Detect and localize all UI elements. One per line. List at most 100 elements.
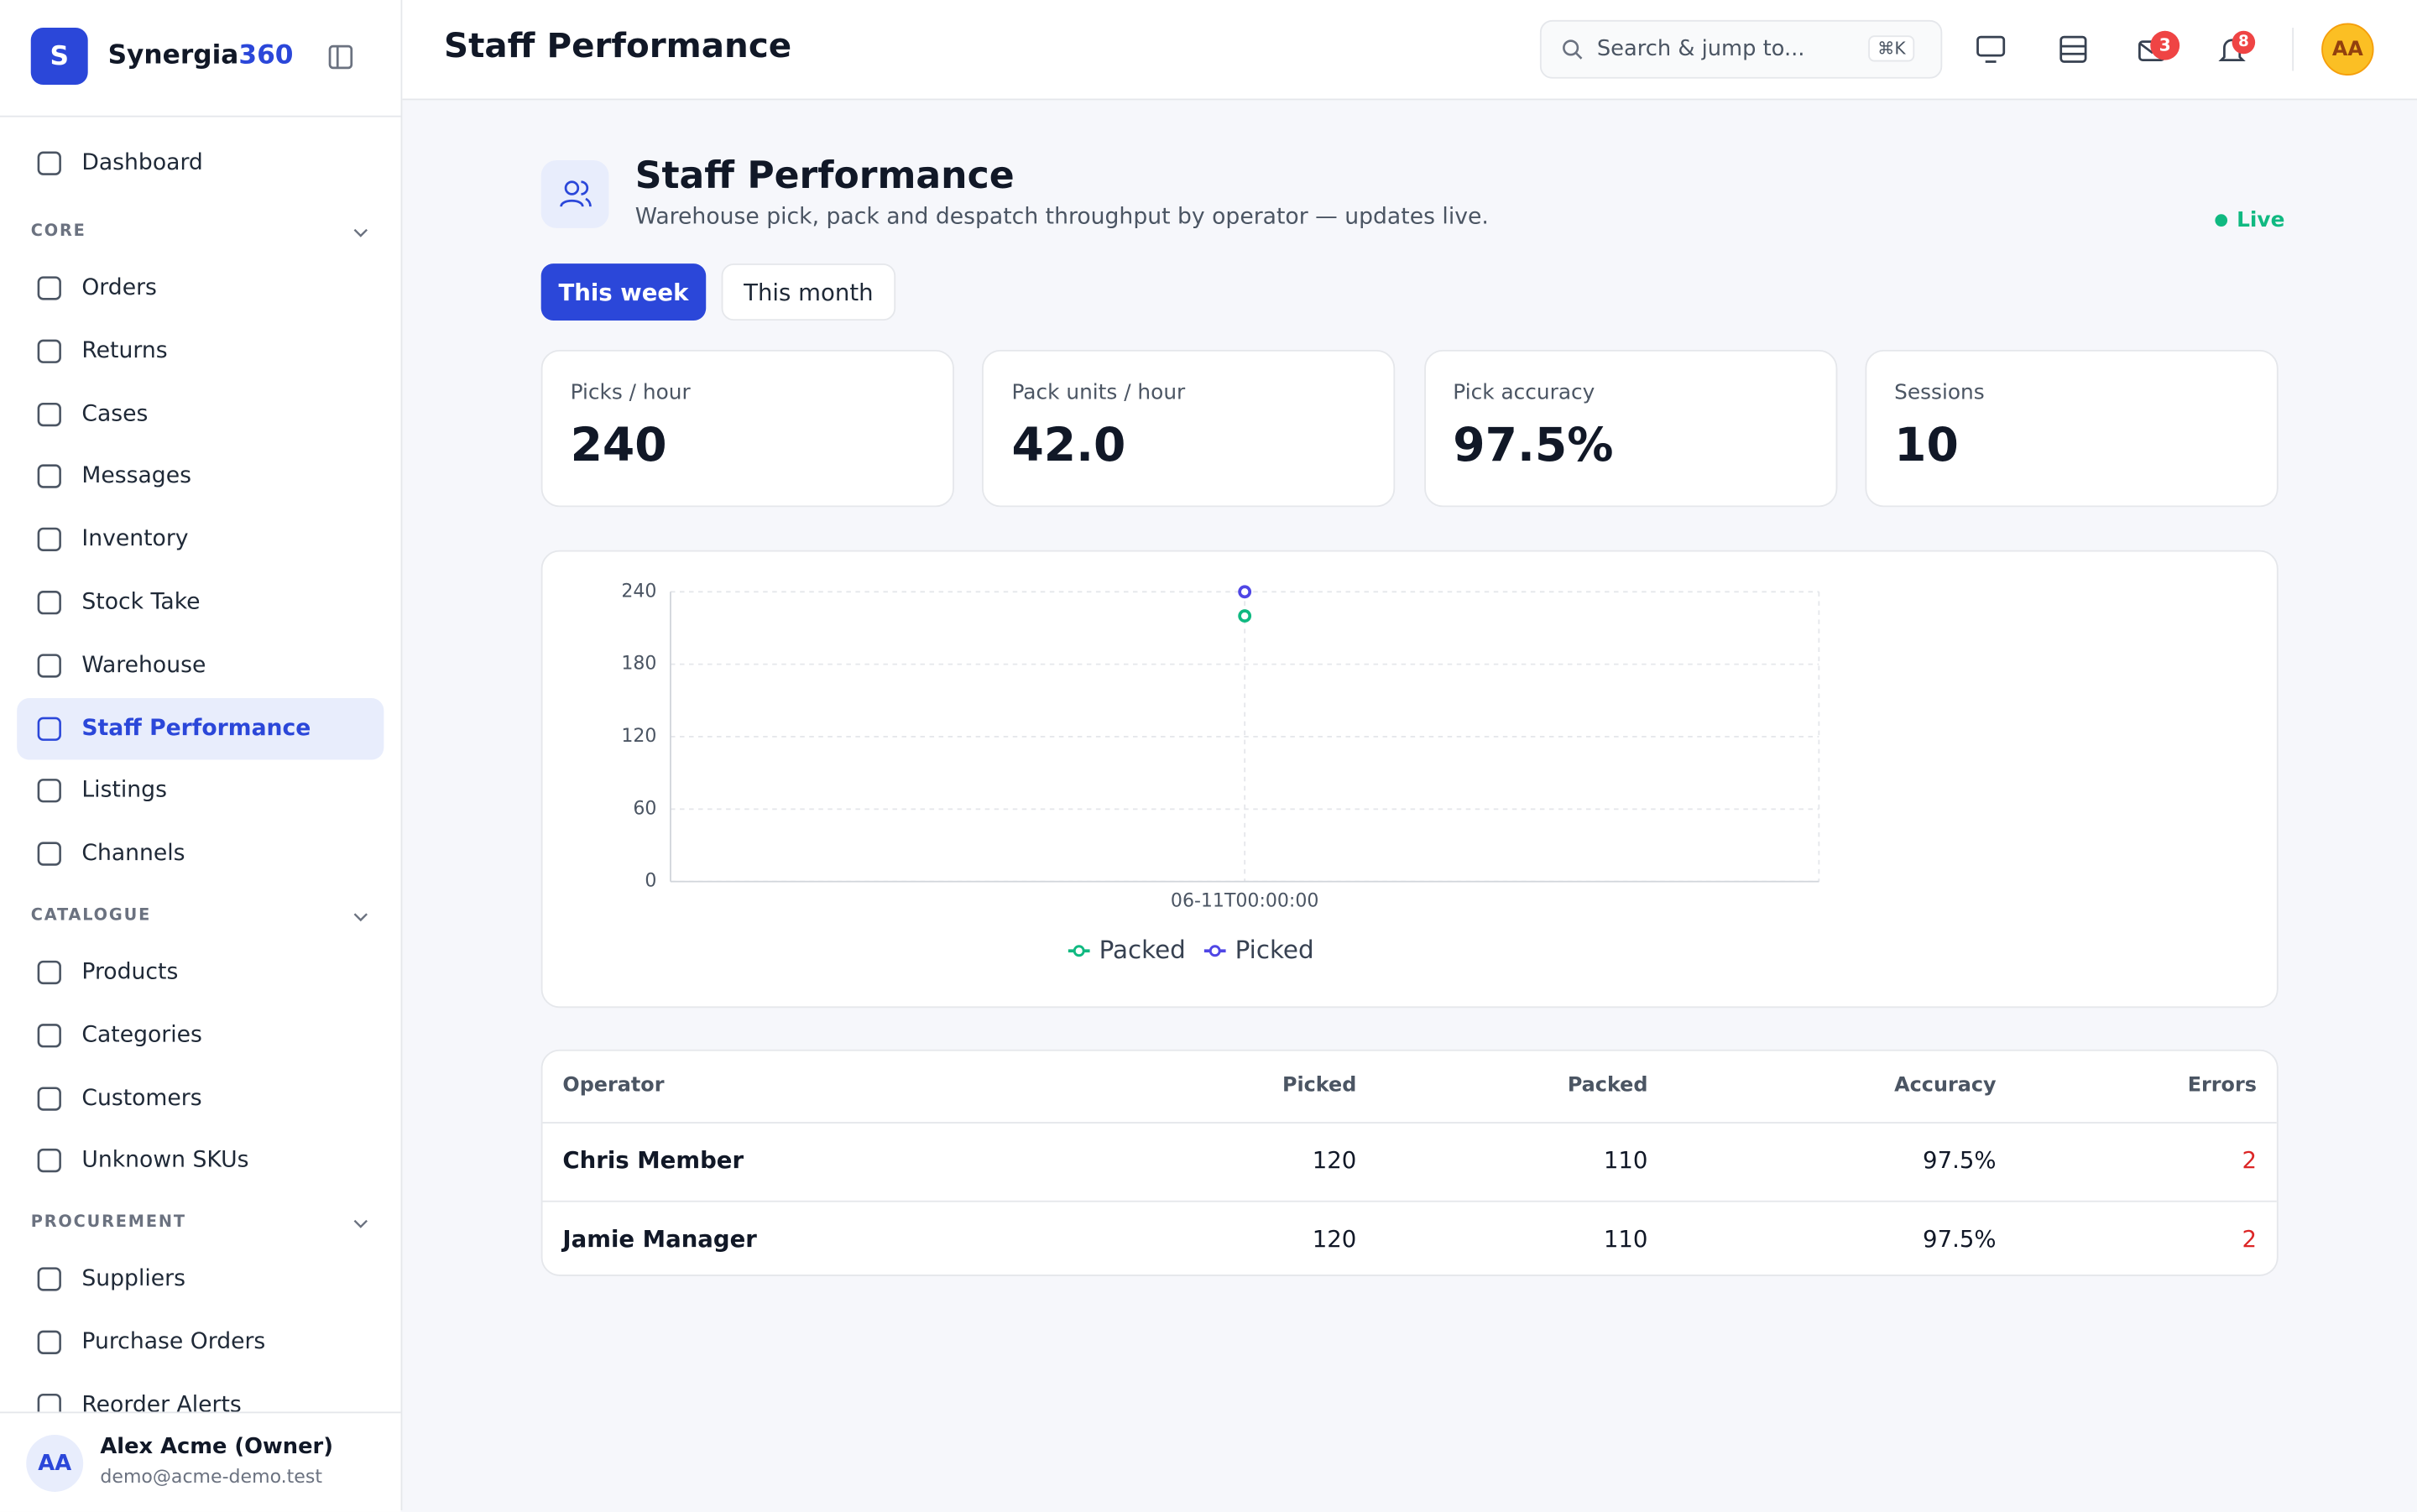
nav-icon	[37, 402, 61, 426]
collapse-button[interactable]	[326, 43, 354, 70]
nav-label: Reorder Alerts	[81, 1393, 242, 1414]
column-header: Errors	[2187, 1074, 2257, 1098]
nav-icon	[37, 1330, 61, 1354]
nav-icon	[37, 528, 61, 552]
icon-shape	[37, 1393, 61, 1414]
nav-item[interactable]: Reorder Alerts	[17, 1374, 384, 1414]
nav-item[interactable]: Cases	[17, 383, 384, 445]
nav-item[interactable]: Stock Take	[17, 571, 384, 633]
nav-label: Purchase Orders	[81, 1330, 266, 1355]
nav-item[interactable]: Warehouse	[17, 634, 384, 696]
legend: Packed Picked	[1068, 936, 1314, 964]
stat-value: 240	[570, 419, 667, 473]
nav: Dashboard CORE Orders Returns Cases Messages I…	[0, 115, 401, 1414]
stat-label: Picks / hour	[570, 380, 691, 406]
notifications-badge: 8	[2232, 30, 2256, 55]
nav-item[interactable]: Products	[17, 941, 384, 1003]
nav-icon	[37, 591, 61, 615]
chart-card: 0 60 120 180 240 06-11T00:00:00 Packed Picked	[540, 550, 2279, 1009]
nav-label: Warehouse	[81, 653, 206, 678]
table-row: Chris Member 120 110 97.5% 2	[543, 1124, 2277, 1201]
nav-item[interactable]: Dashboard	[17, 133, 384, 194]
live-dot	[2215, 214, 2228, 227]
table-cell: 2	[2242, 1225, 2257, 1254]
display-button[interactable]	[1975, 34, 2008, 65]
brand-name: Synergia360	[108, 40, 294, 71]
chevron	[353, 1220, 368, 1229]
nav-item[interactable]: Categories	[17, 1004, 384, 1066]
stat-card: Pick accuracy 97.5%	[1423, 349, 1837, 508]
nav-icon	[37, 1023, 61, 1048]
stat-card: Sessions 10	[1865, 349, 2279, 508]
nav-item[interactable]: Listings	[17, 760, 384, 821]
nav-label: Messages	[81, 464, 191, 489]
chart: 0 60 120 180 240 06-11T00:00:00 Packed Picked	[621, 581, 1820, 964]
y-tick-label: 60	[633, 798, 656, 819]
nav-item[interactable]: Messages	[17, 446, 384, 508]
header-avatar[interactable]: AA	[2321, 23, 2374, 76]
nav-icon	[37, 465, 61, 489]
stat-card: Picks / hour 240	[540, 349, 954, 508]
icon-shape	[37, 716, 61, 741]
nav-item[interactable]: Suppliers	[17, 1249, 384, 1310]
page-subtitle: Warehouse pick, pack and despatch throug…	[634, 205, 1489, 230]
section-title: CORE	[30, 222, 86, 241]
icon-shape	[37, 591, 61, 615]
nav-label: Listings	[81, 779, 167, 804]
nav-item[interactable]: Orders	[17, 258, 384, 319]
icon-shape	[37, 1023, 61, 1048]
icon-shape	[37, 653, 61, 678]
nav-item[interactable]: Staff Performance	[17, 697, 384, 759]
nav-item[interactable]: Returns	[17, 321, 384, 382]
nav-label: Inventory	[81, 527, 189, 552]
brand-suffix: 360	[238, 39, 294, 71]
icon-shape	[37, 402, 61, 426]
icon-shape	[37, 465, 61, 489]
search-shortcut: ⌘K	[1868, 35, 1915, 62]
table-cell: 110	[1603, 1225, 1648, 1254]
nav-item[interactable]: Inventory	[17, 508, 384, 570]
table-cell: Chris Member	[562, 1146, 744, 1175]
icon-shape	[37, 1330, 61, 1354]
y-tick-label: 180	[621, 654, 656, 675]
tab-this-month[interactable]: This month	[721, 263, 896, 321]
chevron	[353, 228, 368, 237]
stat-label: Pack units / hour	[1011, 380, 1186, 406]
icon-shape	[37, 339, 61, 363]
nav-icon	[37, 779, 61, 804]
user-panel[interactable]: AA Alex Acme (Owner) demo@acme-demo.test	[0, 1411, 401, 1512]
nav-label: Returns	[81, 338, 168, 364]
nav-item[interactable]: Channels	[17, 823, 384, 884]
icon-shape	[37, 842, 61, 867]
nav-item[interactable]: Customers	[17, 1067, 384, 1129]
icon-shape	[37, 1267, 61, 1291]
table-cell: 2	[2242, 1146, 2257, 1175]
nav-item[interactable]: Unknown SKUs	[17, 1130, 384, 1191]
search-box[interactable]: Search & jump to... ⌘K	[1539, 19, 1943, 79]
icon-shape	[37, 960, 61, 985]
user-name: Alex Acme (Owner)	[100, 1435, 333, 1460]
nav-label: Products	[81, 960, 179, 985]
user-email: demo@acme-demo.test	[100, 1465, 323, 1488]
column-header: Packed	[1567, 1074, 1648, 1098]
table-cell: 97.5%	[1923, 1225, 1997, 1254]
section-title: PROCUREMENT	[30, 1212, 186, 1232]
nav-label: Orders	[81, 275, 157, 301]
header: Staff Performance Search & jump to... ⌘K…	[402, 0, 2417, 101]
tab-this-week[interactable]: This week	[540, 263, 707, 321]
stat-value: 97.5%	[1453, 419, 1614, 473]
layout-button[interactable]	[2058, 34, 2089, 65]
nav-item[interactable]: Purchase Orders	[17, 1311, 384, 1373]
table-cell: Jamie Manager	[562, 1225, 757, 1254]
divider	[2292, 28, 2294, 71]
table: Operator Picked Packed Accuracy Errors Chris …	[540, 1049, 2279, 1276]
header-title: Staff Performance	[443, 28, 792, 66]
nav-icon	[37, 151, 61, 175]
nav-icon	[37, 1393, 61, 1414]
icon-shape	[37, 779, 61, 804]
icon-shape	[37, 276, 61, 300]
table-cell: 120	[1312, 1146, 1357, 1175]
legend-label: Packed	[1099, 936, 1186, 964]
nav-icon	[37, 1149, 61, 1173]
column-header: Accuracy	[1894, 1074, 1997, 1098]
